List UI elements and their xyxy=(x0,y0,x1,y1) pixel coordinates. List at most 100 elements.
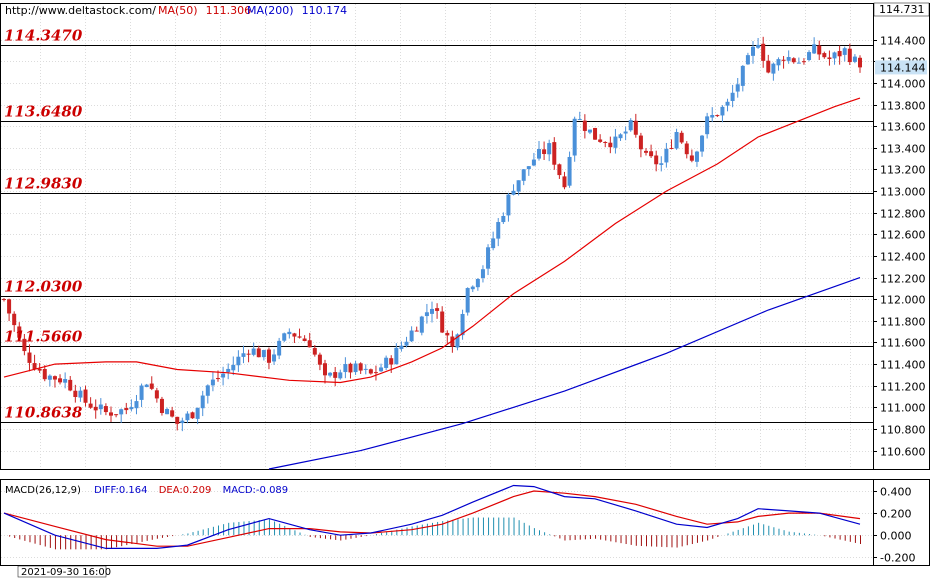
candle-down xyxy=(190,412,195,419)
candle-down xyxy=(302,338,307,342)
candle-down xyxy=(414,330,419,332)
candle-down xyxy=(684,143,689,155)
candle-up xyxy=(547,143,552,155)
candle-up xyxy=(338,372,343,379)
candle-down xyxy=(307,340,312,348)
candle-up xyxy=(486,247,491,269)
candle-up xyxy=(618,134,623,139)
candle-up xyxy=(282,333,287,341)
candle-up xyxy=(78,390,83,398)
price-tick-label: 112.800 xyxy=(880,208,926,221)
candle-down xyxy=(175,416,180,424)
price-tick-label: 113.400 xyxy=(880,143,926,156)
candle-down xyxy=(669,147,674,149)
candle-up xyxy=(144,384,149,388)
candle-down xyxy=(348,363,353,373)
candle-up xyxy=(480,269,485,278)
macd-tick-label: 0.400 xyxy=(880,486,912,499)
candle-up xyxy=(491,238,496,249)
price-tick-label: 112.600 xyxy=(880,229,926,242)
candle-down xyxy=(654,155,659,165)
candle-up xyxy=(705,116,710,135)
candle-up xyxy=(200,395,205,409)
candle-down xyxy=(2,299,6,301)
candle-up xyxy=(852,56,857,62)
macd-tick-label: 0.200 xyxy=(880,508,912,521)
candle-down xyxy=(801,61,806,63)
candle-up xyxy=(63,378,68,383)
candle-up xyxy=(521,169,526,181)
ma50-value: 111.306 xyxy=(206,4,252,17)
date-label-box xyxy=(17,565,107,578)
candle-up xyxy=(786,57,791,61)
macd-tick-label: 0.000 xyxy=(880,530,912,543)
candle-down xyxy=(216,378,220,380)
candle-up xyxy=(531,159,536,166)
candle-down xyxy=(633,120,638,135)
candle-up xyxy=(526,166,531,170)
level-label: 113.6480 xyxy=(4,103,83,121)
ma200-label: MA(200) xyxy=(247,4,294,17)
ma200-line xyxy=(268,277,861,470)
macd-axis-frame xyxy=(873,479,930,566)
candle-down xyxy=(679,132,684,143)
candle-up xyxy=(812,44,817,54)
candle-up xyxy=(195,407,200,419)
candle-up xyxy=(842,48,847,55)
candle-up xyxy=(572,118,577,156)
candle-down xyxy=(83,389,88,403)
candle-up xyxy=(567,156,572,186)
support-resistance-levels xyxy=(1,45,873,423)
candle-up xyxy=(404,341,409,346)
candle-up xyxy=(226,368,231,373)
candle-down xyxy=(73,390,78,398)
candle-up xyxy=(205,385,210,396)
level-labels: 114.3470 113.6480 112.9830 112.0300 111.5660… xyxy=(4,27,83,422)
candle-up xyxy=(287,331,292,335)
level-label: 112.0300 xyxy=(4,278,83,296)
dea-label: DEA:0.209 xyxy=(159,485,212,496)
macd-axis-ticks: 0.400 0.200 0.000 -0.200 xyxy=(873,486,915,565)
candle-up xyxy=(430,308,434,314)
candle-up xyxy=(185,413,190,421)
candle-down xyxy=(608,142,613,148)
candle-down xyxy=(689,155,694,161)
candle-down xyxy=(450,336,455,347)
price-tick-label: 113.000 xyxy=(880,186,926,199)
candle-down xyxy=(323,363,327,376)
candle-down xyxy=(552,142,557,165)
macd-grid xyxy=(1,491,873,558)
candle-up xyxy=(231,364,236,371)
price-tick-label: 110.600 xyxy=(880,446,926,459)
price-tick-label: 111.000 xyxy=(880,402,926,415)
candle-down xyxy=(435,308,440,311)
candle-down xyxy=(266,349,271,363)
candle-up xyxy=(537,148,541,159)
candle-down xyxy=(292,333,297,337)
candle-down xyxy=(822,53,827,58)
candle-down xyxy=(582,120,587,131)
candle-down xyxy=(17,326,22,338)
ma200-value: 110.174 xyxy=(302,4,348,17)
candle-up xyxy=(587,129,592,133)
candle-up xyxy=(832,52,837,59)
candle-down xyxy=(93,406,98,411)
candle-down xyxy=(58,378,63,383)
candle-down xyxy=(154,390,159,399)
candle-down xyxy=(317,354,322,365)
svg-text:http://www.deltastock.com/: http://www.deltastock.com/ xyxy=(5,4,156,17)
candle-up xyxy=(710,115,715,118)
candle-down xyxy=(170,410,175,417)
candle-down xyxy=(373,372,378,374)
candle-down xyxy=(440,311,445,333)
candle-up xyxy=(221,373,226,378)
candle-up xyxy=(419,316,424,333)
price-tick-label: 110.800 xyxy=(880,424,926,437)
candle-down xyxy=(103,406,108,413)
macd-value-label: MACD:-0.089 xyxy=(223,485,289,496)
candle-up xyxy=(363,368,368,370)
candle-down xyxy=(7,299,12,314)
top-price-box xyxy=(873,2,930,17)
candle-up xyxy=(409,330,414,342)
candle-down xyxy=(761,43,766,61)
